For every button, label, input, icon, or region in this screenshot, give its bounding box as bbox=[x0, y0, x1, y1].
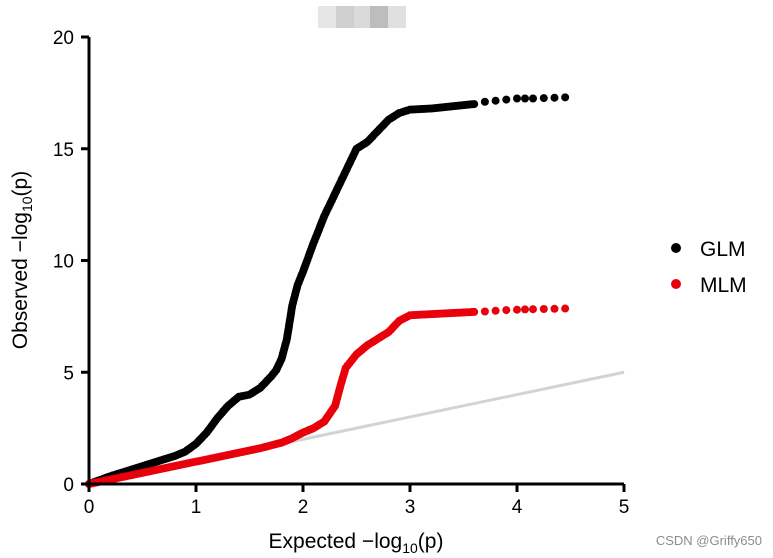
data-point-glm bbox=[502, 95, 511, 104]
y-tick-label: 15 bbox=[53, 140, 74, 161]
legend-item-mlm: MLM bbox=[671, 274, 747, 297]
obscured-title-area bbox=[318, 6, 406, 28]
data-point-mlm bbox=[480, 307, 489, 316]
data-point-mlm bbox=[491, 306, 500, 315]
data-point-mlm bbox=[502, 306, 511, 315]
legend-label-glm: GLM bbox=[700, 238, 746, 261]
y-tick-label: 10 bbox=[53, 252, 74, 273]
y-tick-label: 20 bbox=[53, 28, 74, 49]
data-point-glm bbox=[491, 96, 500, 105]
data-point-mlm bbox=[529, 305, 537, 314]
y-axis-title: Observed −log10(p) bbox=[9, 171, 35, 349]
x-tick-label: 5 bbox=[619, 497, 630, 518]
x-axis: 0 1 2 3 4 5 bbox=[84, 482, 630, 518]
data-point-glm bbox=[539, 94, 548, 103]
x-tick-label: 0 bbox=[84, 497, 95, 518]
data-point-glm bbox=[561, 93, 570, 102]
legend: GLM MLM bbox=[671, 238, 747, 297]
data-point-glm bbox=[521, 94, 529, 103]
data-point-mlm bbox=[561, 304, 570, 313]
watermark-text: CSDN @Griffy650 bbox=[656, 533, 762, 548]
data-point-mlm bbox=[539, 305, 548, 313]
data-point-glm bbox=[550, 93, 559, 102]
legend-swatch-glm bbox=[671, 243, 681, 253]
data-point-mlm bbox=[550, 304, 559, 313]
data-point-glm bbox=[480, 97, 489, 106]
y-axis: 0 5 10 15 20 bbox=[53, 28, 91, 496]
data-point-mlm bbox=[521, 305, 529, 314]
x-axis-title: Expected −log10(p) bbox=[269, 530, 444, 556]
y-tick-label: 0 bbox=[63, 475, 74, 496]
data-point-glm bbox=[529, 94, 537, 103]
series-layer bbox=[85, 93, 570, 488]
x-tick-label: 3 bbox=[405, 497, 416, 518]
y-tick-label: 5 bbox=[63, 363, 74, 384]
legend-swatch-mlm bbox=[671, 279, 681, 289]
series-mlm bbox=[85, 304, 570, 488]
series-glm bbox=[85, 93, 570, 488]
x-tick-label: 1 bbox=[191, 497, 202, 518]
legend-label-mlm: MLM bbox=[700, 274, 747, 297]
x-tick-label: 2 bbox=[298, 497, 309, 518]
x-tick-label: 4 bbox=[512, 497, 523, 518]
data-point-glm bbox=[470, 100, 479, 109]
data-point-mlm bbox=[513, 305, 521, 314]
data-point-glm bbox=[513, 94, 521, 103]
data-point-mlm bbox=[470, 307, 479, 316]
legend-item-glm: GLM bbox=[671, 238, 746, 261]
